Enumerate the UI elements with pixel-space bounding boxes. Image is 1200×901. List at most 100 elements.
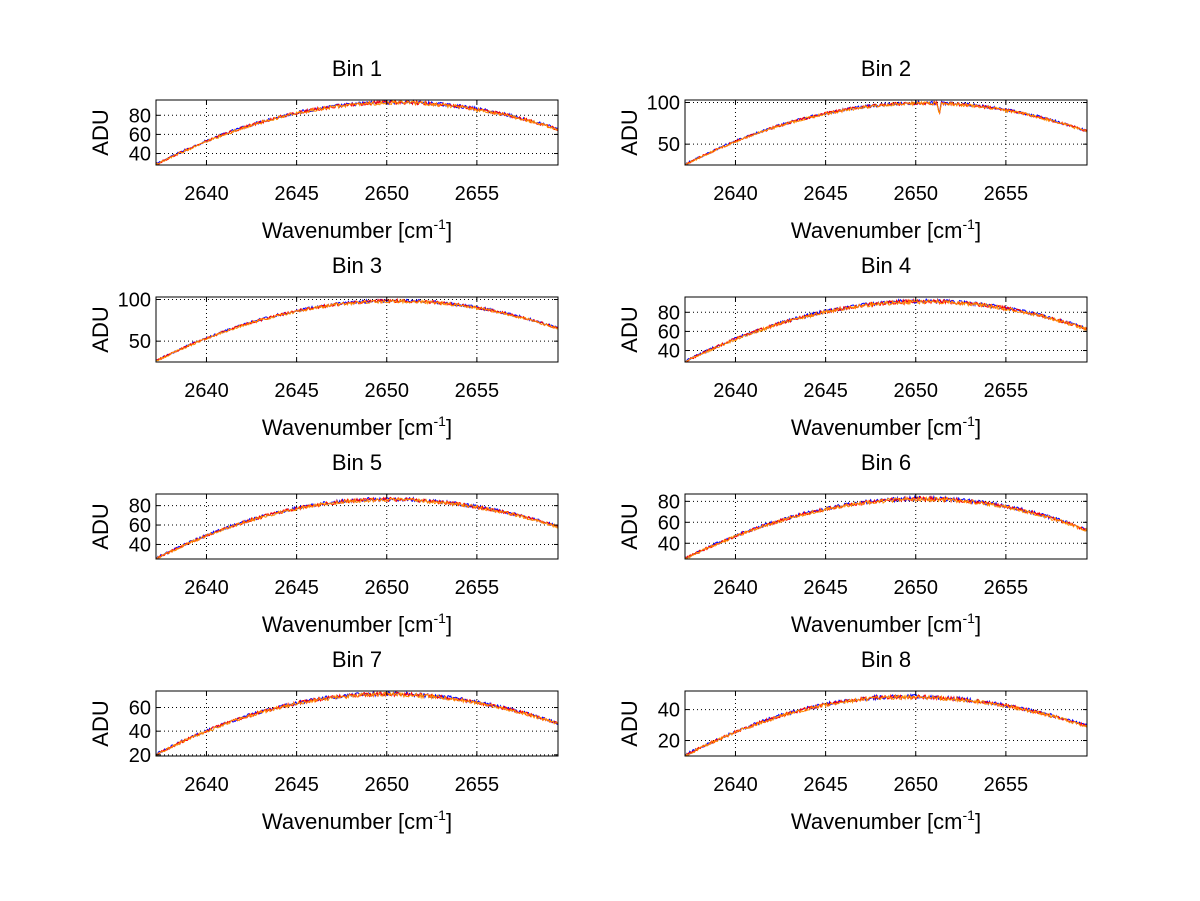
x-axis-label-close: ] (975, 809, 981, 834)
series-line-1 (684, 494, 1088, 559)
x-tick-label: 2645 (803, 380, 848, 402)
x-axis-label-superscript: -1 (963, 610, 976, 626)
x-axis-label-superscript: -1 (434, 807, 447, 823)
y-tick-label: 60 (129, 124, 151, 146)
x-tick-label: 2655 (455, 183, 500, 205)
y-tick-label: 60 (658, 321, 680, 343)
series-line-1 (684, 297, 1088, 363)
x-tick-label: 2640 (713, 774, 758, 796)
series-line-3 (684, 693, 1088, 757)
x-axis-label: Wavenumber [cm-1] (791, 807, 981, 834)
x-axis-label-text: Wavenumber [cm (791, 218, 963, 243)
x-axis-label-close: ] (446, 612, 452, 637)
x-tick-label: 2645 (274, 380, 319, 402)
y-axis-label: ADU (88, 306, 113, 352)
x-axis-label: Wavenumber [cm-1] (262, 610, 452, 637)
x-tick-label: 2650 (893, 774, 938, 796)
series-line-1 (155, 99, 559, 165)
axes-frame (684, 690, 1088, 757)
series-line-3 (155, 298, 559, 362)
panel-title: Bin 8 (861, 647, 911, 672)
x-axis-label: Wavenumber [cm-1] (791, 413, 981, 440)
axes-frame (155, 99, 559, 166)
axes-frame (155, 493, 559, 560)
x-axis-label-text: Wavenumber [cm (262, 809, 434, 834)
y-axis-label: ADU (617, 109, 642, 155)
x-axis-label-text: Wavenumber [cm (791, 809, 963, 834)
y-tick-label: 80 (129, 105, 151, 127)
y-tick-label: 40 (129, 721, 151, 743)
x-axis-label-superscript: -1 (963, 413, 976, 429)
x-tick-label: 2645 (274, 774, 319, 796)
x-tick-label: 2640 (184, 183, 229, 205)
y-tick-label: 40 (658, 341, 680, 363)
y-tick-label: 100 (647, 93, 680, 115)
y-tick-label: 50 (129, 331, 151, 353)
axes-frame (684, 493, 1088, 560)
panel-title: Bin 3 (332, 253, 382, 278)
y-tick-label: 40 (129, 534, 151, 556)
series-line-3 (155, 99, 559, 165)
x-axis-label-text: Wavenumber [cm (791, 612, 963, 637)
x-axis-label-close: ] (975, 612, 981, 637)
series-line-2 (684, 494, 1088, 559)
panel-title: Bin 2 (861, 56, 911, 81)
series-line-2 (684, 298, 1088, 363)
x-axis-label-text: Wavenumber [cm (791, 415, 963, 440)
x-axis-label-superscript: -1 (963, 216, 976, 232)
y-tick-label: 50 (658, 134, 680, 156)
y-tick-label: 60 (129, 698, 151, 720)
axes-frame (684, 296, 1088, 363)
y-tick-label: 20 (129, 745, 151, 767)
y-axis-label: ADU (88, 503, 113, 549)
x-tick-label: 2645 (803, 774, 848, 796)
x-tick-label: 2655 (984, 577, 1029, 599)
x-axis-label-close: ] (446, 218, 452, 243)
x-tick-label: 2655 (984, 380, 1029, 402)
series-line-1 (155, 496, 559, 559)
series-line-3 (684, 100, 1088, 166)
x-tick-label: 2640 (713, 183, 758, 205)
series-line-3 (155, 497, 559, 560)
y-axis-label: ADU (88, 700, 113, 746)
series-line-2 (155, 690, 559, 756)
x-axis-label-close: ] (446, 415, 452, 440)
x-tick-label: 2655 (984, 774, 1029, 796)
x-axis-label-superscript: -1 (434, 216, 447, 232)
x-tick-label: 2650 (893, 577, 938, 599)
x-axis-label-close: ] (446, 809, 452, 834)
x-tick-label: 2650 (893, 183, 938, 205)
y-tick-label: 100 (118, 290, 151, 312)
y-tick-label: 40 (658, 533, 680, 555)
x-tick-label: 2650 (893, 380, 938, 402)
y-axis-label: ADU (617, 306, 642, 352)
x-axis-label-superscript: -1 (434, 610, 447, 626)
x-axis-label-superscript: -1 (963, 807, 976, 823)
x-tick-label: 2640 (713, 577, 758, 599)
panel-title: Bin 6 (861, 450, 911, 475)
y-tick-label: 80 (658, 302, 680, 324)
series-line-1 (155, 298, 559, 361)
y-tick-label: 60 (658, 512, 680, 534)
x-tick-label: 2655 (455, 380, 500, 402)
x-tick-label: 2640 (184, 774, 229, 796)
x-tick-label: 2645 (803, 577, 848, 599)
x-tick-label: 2650 (364, 577, 409, 599)
x-axis-label-close: ] (975, 218, 981, 243)
x-tick-label: 2645 (274, 577, 319, 599)
y-axis-label: ADU (617, 503, 642, 549)
y-tick-label: 80 (129, 496, 151, 518)
x-axis-label-text: Wavenumber [cm (262, 218, 434, 243)
x-axis-label-close: ] (975, 415, 981, 440)
x-tick-label: 2655 (455, 774, 500, 796)
series-line-1 (684, 100, 1088, 165)
panel-title: Bin 4 (861, 253, 911, 278)
x-tick-label: 2655 (984, 183, 1029, 205)
x-axis-label: Wavenumber [cm-1] (262, 413, 452, 440)
series-line-3 (155, 691, 559, 757)
